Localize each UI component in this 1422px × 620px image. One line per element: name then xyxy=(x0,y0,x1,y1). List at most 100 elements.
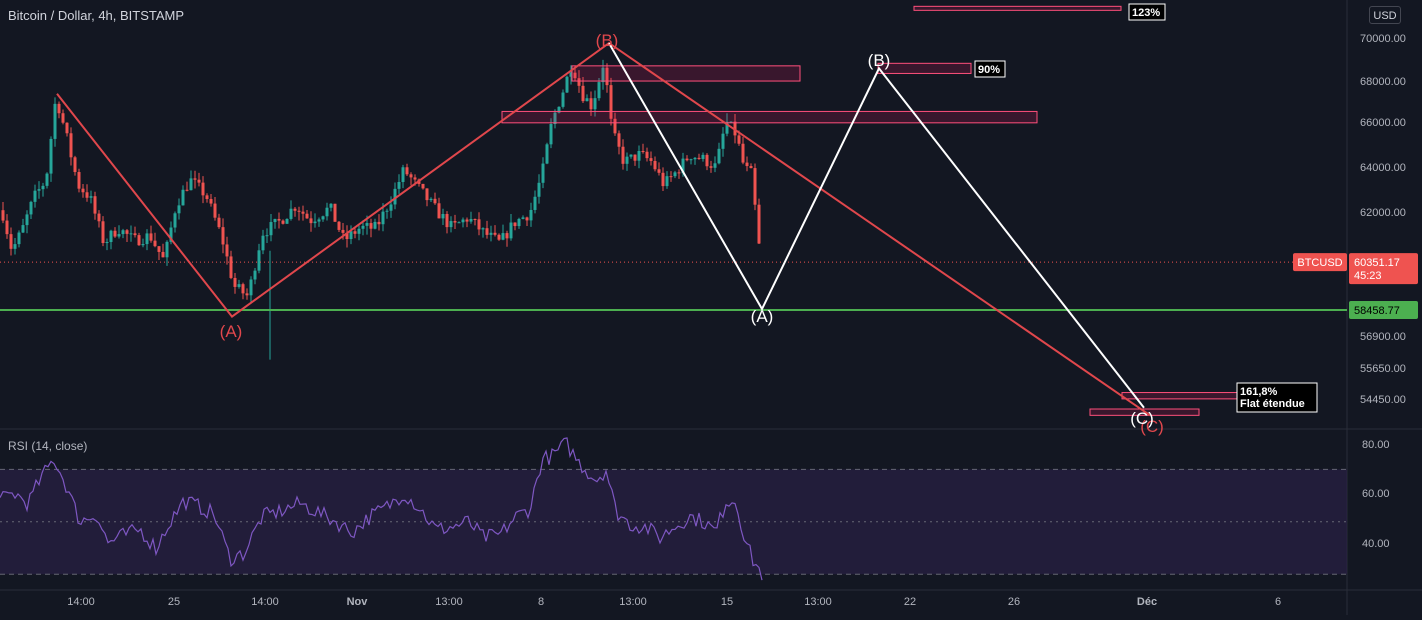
candle-body xyxy=(289,208,293,219)
white-wave-label-a: (A) xyxy=(751,307,774,326)
candle-body xyxy=(225,244,229,257)
white-wave-label-c: (C) xyxy=(1130,409,1154,428)
candle-body xyxy=(185,189,189,191)
symbol-title[interactable]: Bitcoin / Dollar, 4h, BITSTAMP xyxy=(8,8,185,23)
candle-body xyxy=(485,228,489,235)
candle-body xyxy=(465,219,469,222)
candle-body xyxy=(561,92,565,107)
candle-body xyxy=(713,163,717,168)
candle-body xyxy=(377,221,381,225)
candle-body xyxy=(397,182,401,189)
time-axis-tick: Nov xyxy=(347,596,369,608)
candle-body xyxy=(473,219,477,221)
price-axis-tick: 56900.00 xyxy=(1360,331,1406,343)
candle-body xyxy=(321,216,325,220)
candle-body xyxy=(149,233,153,241)
fib-label-123-box xyxy=(1128,3,1166,21)
candle-body xyxy=(437,203,441,219)
candle-body xyxy=(281,220,285,224)
candle-body xyxy=(101,221,105,244)
candle-body xyxy=(221,227,225,245)
candle-body xyxy=(509,222,513,239)
candle-body xyxy=(77,172,81,189)
candle-body xyxy=(213,203,217,218)
candle-body xyxy=(273,218,277,223)
candle-body xyxy=(665,176,669,187)
candle-body xyxy=(53,103,57,139)
candle-body xyxy=(37,189,41,191)
candle-body xyxy=(489,232,493,235)
candle-body xyxy=(313,221,317,224)
candle-body xyxy=(677,172,681,174)
candle-body xyxy=(349,231,353,240)
currency-button[interactable]: USD xyxy=(1369,6,1401,24)
candle-body xyxy=(529,209,533,221)
candle-body xyxy=(57,103,61,114)
candle-body xyxy=(645,151,649,159)
candle-body xyxy=(161,251,165,258)
candle-body xyxy=(697,157,701,159)
candle-body xyxy=(405,167,409,175)
support-price-badge xyxy=(1349,301,1418,320)
time-axis-tick: 25 xyxy=(168,596,180,608)
candle-body xyxy=(753,168,757,205)
time-axis-tick: Déc xyxy=(1137,596,1157,608)
candle-body xyxy=(401,167,405,183)
candle-body xyxy=(205,195,209,199)
time-axis-tick: 8 xyxy=(538,596,544,608)
support-price-label: 58458.77 xyxy=(1354,305,1400,317)
candle-body xyxy=(305,213,309,219)
candle-body xyxy=(317,219,321,222)
countdown-label: 45:23 xyxy=(1354,270,1382,282)
fib-zone-90 xyxy=(877,62,972,74)
candle-body xyxy=(421,183,425,189)
candle-body xyxy=(477,219,481,230)
candle-body xyxy=(369,223,373,229)
candle-body xyxy=(133,233,137,236)
candle-body xyxy=(237,284,241,287)
candle-body xyxy=(257,250,261,271)
white-wave-label-b: (B) xyxy=(868,51,891,70)
candle-body xyxy=(137,235,141,246)
candle-body xyxy=(693,157,697,160)
price-axis-tick: 54450.00 xyxy=(1360,394,1406,406)
candle-body xyxy=(337,221,341,230)
fib-label-123: 123% xyxy=(1132,7,1160,19)
candle-body xyxy=(637,151,641,161)
candle-body xyxy=(29,201,33,215)
candle-body xyxy=(381,211,385,225)
rsi-title[interactable]: RSI (14, close) xyxy=(8,439,88,453)
candle-body xyxy=(41,185,45,190)
candle-body xyxy=(505,233,509,239)
candle-body xyxy=(621,146,625,164)
candle-body xyxy=(617,133,621,147)
candle-body xyxy=(13,244,17,249)
candle-body xyxy=(325,207,329,217)
candle-body xyxy=(441,214,445,219)
candle-body xyxy=(109,230,113,243)
candle-body xyxy=(97,213,101,222)
candle-body xyxy=(589,98,593,110)
candle-body xyxy=(609,85,613,119)
candle-body xyxy=(553,112,557,125)
candle-body xyxy=(613,118,617,134)
candle-body xyxy=(493,232,497,235)
candle-body xyxy=(253,270,257,280)
candle-body xyxy=(177,205,181,214)
price-axis-tick: 66000.00 xyxy=(1360,117,1406,129)
price-axis-tick: 64000.00 xyxy=(1360,162,1406,174)
fib-label-161: 161,8% xyxy=(1240,386,1278,398)
candle-body xyxy=(709,166,713,168)
candle-body xyxy=(649,158,653,161)
candle-body xyxy=(61,113,65,123)
candle-body xyxy=(745,162,749,167)
candle-body xyxy=(625,156,629,164)
candle-body xyxy=(141,244,145,246)
candle-body xyxy=(573,72,577,79)
red-wave-label-b: (B) xyxy=(596,31,619,50)
rsi-axis-tick: 80.00 xyxy=(1362,439,1390,451)
candle-body xyxy=(749,166,753,169)
candle-body xyxy=(757,204,761,244)
